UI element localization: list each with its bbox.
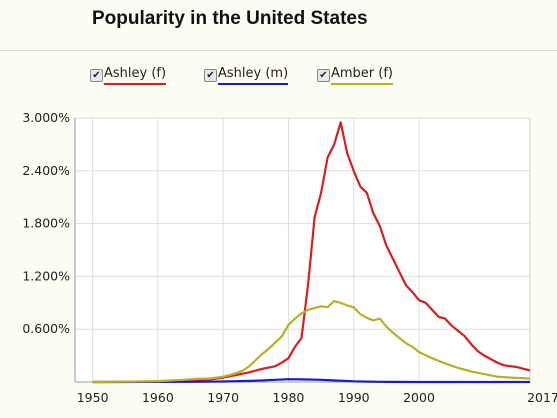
x-tick-label: 1950 [77, 390, 109, 405]
x-tick-label: 1980 [273, 390, 305, 405]
x-tick-label: 2017 [527, 390, 557, 405]
y-tick-label: 1.800% [22, 216, 70, 231]
legend-item-amber-f[interactable]: ✔ Amber (f) [317, 66, 394, 85]
x-tick-label: 1970 [207, 390, 239, 405]
legend-label: Amber (f) [331, 66, 394, 85]
legend-label: Ashley (f) [104, 66, 167, 85]
y-tick-label: 1.200% [22, 268, 70, 283]
legend-item-ashley-m[interactable]: ✔ Ashley (m) [204, 66, 289, 85]
plot-area [75, 118, 530, 382]
checkbox-checked-icon[interactable]: ✔ [90, 69, 103, 82]
checkbox-checked-icon[interactable]: ✔ [317, 69, 330, 82]
x-tick-label: 1990 [338, 390, 370, 405]
y-tick-label: 3.000% [22, 110, 70, 125]
y-tick-label: 2.400% [22, 163, 70, 178]
y-tick-label: 0.600% [22, 321, 70, 336]
legend: ✔ Ashley (f) ✔ Ashley (m) ✔ Amber (f) [0, 66, 557, 88]
series-line-ashley-m [92, 378, 530, 384]
x-tick-label: 1960 [142, 390, 174, 405]
chart-title: Popularity in the United States [92, 8, 368, 29]
checkbox-checked-icon[interactable]: ✔ [204, 69, 217, 82]
legend-item-ashley-f[interactable]: ✔ Ashley (f) [90, 66, 167, 85]
x-tick-label: 2000 [403, 390, 435, 405]
header-divider [0, 50, 557, 51]
legend-label: Ashley (m) [218, 66, 289, 85]
series-line-ashley-f [92, 121, 531, 384]
series-line-amber-f [92, 299, 531, 384]
